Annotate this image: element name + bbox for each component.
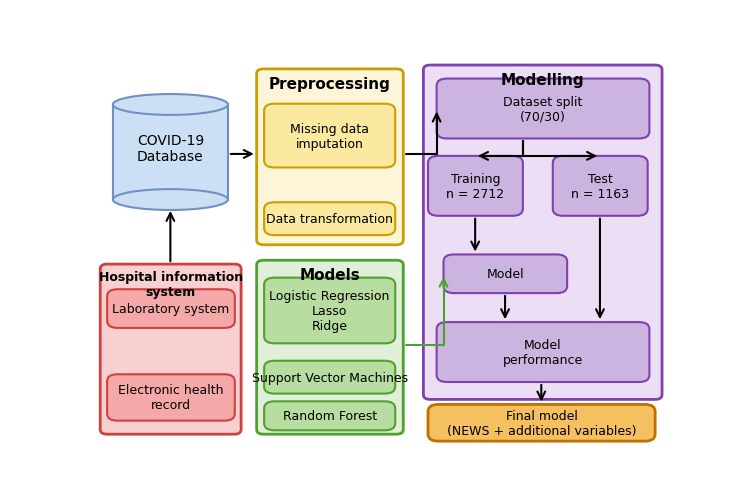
FancyBboxPatch shape <box>264 105 395 168</box>
FancyBboxPatch shape <box>264 203 395 235</box>
Text: COVID-19
Database: COVID-19 Database <box>137 134 204 164</box>
FancyBboxPatch shape <box>436 323 649 382</box>
Text: Model: Model <box>487 268 524 281</box>
Text: Dataset split
(70/30): Dataset split (70/30) <box>503 95 582 123</box>
FancyBboxPatch shape <box>424 66 662 400</box>
FancyBboxPatch shape <box>264 361 395 394</box>
FancyBboxPatch shape <box>436 79 649 139</box>
FancyBboxPatch shape <box>444 255 567 294</box>
Text: Final model
(NEWS + additional variables): Final model (NEWS + additional variables… <box>447 409 637 437</box>
Text: Test
n = 1163: Test n = 1163 <box>571 172 629 200</box>
Text: Hospital information
system: Hospital information system <box>99 271 243 298</box>
FancyBboxPatch shape <box>257 261 404 434</box>
Text: Training
n = 2712: Training n = 2712 <box>447 172 505 200</box>
Text: Support Vector Machines: Support Vector Machines <box>252 371 408 384</box>
FancyBboxPatch shape <box>428 405 655 441</box>
FancyBboxPatch shape <box>100 265 241 434</box>
Text: Random Forest: Random Forest <box>283 409 377 422</box>
Text: Models: Models <box>300 268 361 283</box>
FancyBboxPatch shape <box>264 278 395 344</box>
Text: Modelling: Modelling <box>501 73 585 88</box>
Text: Missing data
imputation: Missing data imputation <box>290 122 370 150</box>
Text: Electronic health
record: Electronic health record <box>118 384 223 412</box>
Text: Laboratory system: Laboratory system <box>112 303 229 316</box>
FancyBboxPatch shape <box>553 156 648 216</box>
FancyBboxPatch shape <box>257 70 404 245</box>
Text: Data transformation: Data transformation <box>266 213 393 226</box>
Bar <box>113 105 228 200</box>
FancyBboxPatch shape <box>428 156 523 216</box>
Ellipse shape <box>113 190 228 210</box>
FancyBboxPatch shape <box>107 375 234 421</box>
FancyBboxPatch shape <box>107 290 234 328</box>
Text: Preprocessing: Preprocessing <box>269 77 391 92</box>
Ellipse shape <box>113 95 228 116</box>
Text: Model
performance: Model performance <box>503 338 583 366</box>
FancyBboxPatch shape <box>264 401 395 430</box>
Text: Logistic Regression
Lasso
Ridge: Logistic Regression Lasso Ridge <box>269 290 390 332</box>
